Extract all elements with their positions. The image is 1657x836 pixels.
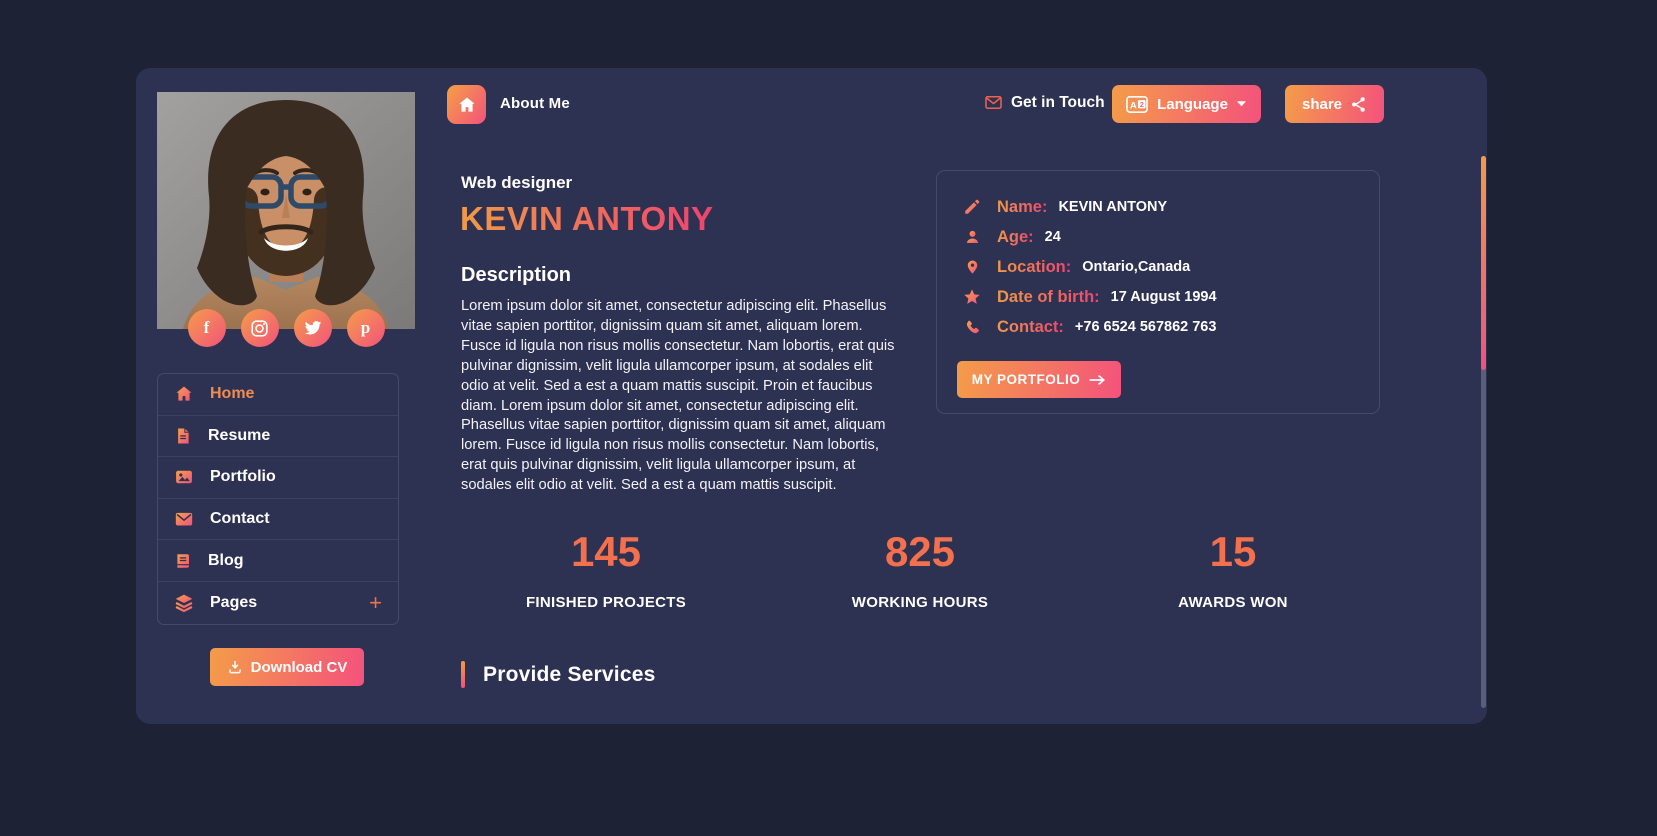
pinterest-icon: p <box>360 318 371 337</box>
phone-icon <box>961 319 983 336</box>
svg-text:A: A <box>1130 100 1137 111</box>
pencil-icon <box>961 198 983 216</box>
facebook-button[interactable]: f <box>187 309 226 347</box>
instagram-icon <box>250 319 269 338</box>
envelope-icon <box>984 93 1003 112</box>
download-cv-button[interactable]: Download CV <box>210 648 364 686</box>
stat-value: 825 <box>884 528 956 575</box>
stat-working-hours: 825 WORKING HOURS <box>775 528 1065 611</box>
home-icon <box>457 95 477 115</box>
file-icon <box>174 426 192 446</box>
envelope-icon <box>174 510 194 528</box>
info-row-name: Name: KEVIN ANTONY <box>961 192 1355 222</box>
main-card: About Me Get in Touch A 2 Language share <box>136 68 1487 724</box>
arrow-right-icon <box>1088 373 1106 387</box>
sidebar-item-portfolio[interactable]: Portfolio <box>158 457 398 499</box>
instagram-button[interactable] <box>240 309 279 347</box>
sidebar-item-blog[interactable]: Blog <box>158 540 398 582</box>
stats-row: 145 FINISHED PROJECTS 825 WORKING HOURS … <box>461 528 1521 611</box>
sidebar-item-contact[interactable]: Contact <box>158 499 398 541</box>
home-icon <box>174 384 194 404</box>
profile-photo <box>157 92 415 329</box>
caret-down-icon <box>1236 100 1247 108</box>
share-nodes-icon <box>1350 96 1367 113</box>
share-button[interactable]: share <box>1285 85 1384 123</box>
facebook-icon: f <box>203 318 210 337</box>
scrollbar-track[interactable] <box>1481 156 1486 708</box>
page-title: About Me <box>500 95 570 112</box>
twitter-icon <box>304 319 322 337</box>
user-icon <box>961 228 983 246</box>
download-icon <box>227 659 243 675</box>
my-portfolio-button[interactable]: MY PORTFOLIO <box>957 361 1121 398</box>
personal-info-panel: Name: KEVIN ANTONY Age: 24 Location: Ont… <box>936 170 1380 414</box>
twitter-button[interactable] <box>293 309 332 347</box>
services-section-heading: Provide Services <box>461 661 655 688</box>
description-text: Lorem ipsum dolor sit amet, consectetur … <box>461 298 895 494</box>
sidebar-item-pages[interactable]: Pages + <box>158 582 398 624</box>
translate-icon: A 2 <box>1126 93 1149 115</box>
home-button[interactable] <box>447 85 486 124</box>
layers-icon <box>174 593 194 613</box>
sidebar-item-home[interactable]: Home <box>158 374 398 416</box>
info-row-contact: Contact: +76 6524 567862 763 <box>961 312 1355 342</box>
stat-label: WORKING HOURS <box>851 594 989 611</box>
person-name-heading: KEVIN ANTONY <box>460 200 714 237</box>
book-icon <box>174 551 192 571</box>
get-in-touch-link[interactable]: Get in Touch <box>984 93 1105 112</box>
stat-awards-won: 15 AWARDS WON <box>1088 528 1378 611</box>
role-subtitle: Web designer <box>461 173 573 192</box>
info-row-location: Location: Ontario,Canada <box>961 252 1355 282</box>
expand-pages-button[interactable]: + <box>369 589 382 615</box>
stat-value: 145 <box>570 528 642 575</box>
info-row-date-of-birth: Date of birth: 17 August 1994 <box>961 282 1355 312</box>
location-pin-icon <box>961 258 983 276</box>
star-icon <box>961 288 983 306</box>
stat-label: AWARDS WON <box>1178 594 1288 611</box>
stat-value: 15 <box>1209 528 1257 575</box>
accent-bar <box>461 661 465 688</box>
pinterest-button[interactable]: p <box>346 309 385 347</box>
scrollbar-thumb[interactable] <box>1481 156 1486 370</box>
sidebar-menu: Home Resume Portfolio Contact <box>157 373 399 625</box>
info-row-age: Age: 24 <box>961 222 1355 252</box>
description-heading: Description <box>461 264 572 286</box>
stat-label: FINISHED PROJECTS <box>525 594 687 611</box>
sidebar-item-resume[interactable]: Resume <box>158 416 398 458</box>
svg-text:2: 2 <box>1140 101 1144 109</box>
language-button[interactable]: A 2 Language <box>1112 85 1261 123</box>
social-links: f p <box>157 309 415 347</box>
stat-finished-projects: 145 FINISHED PROJECTS <box>461 528 751 611</box>
images-icon <box>174 467 194 487</box>
